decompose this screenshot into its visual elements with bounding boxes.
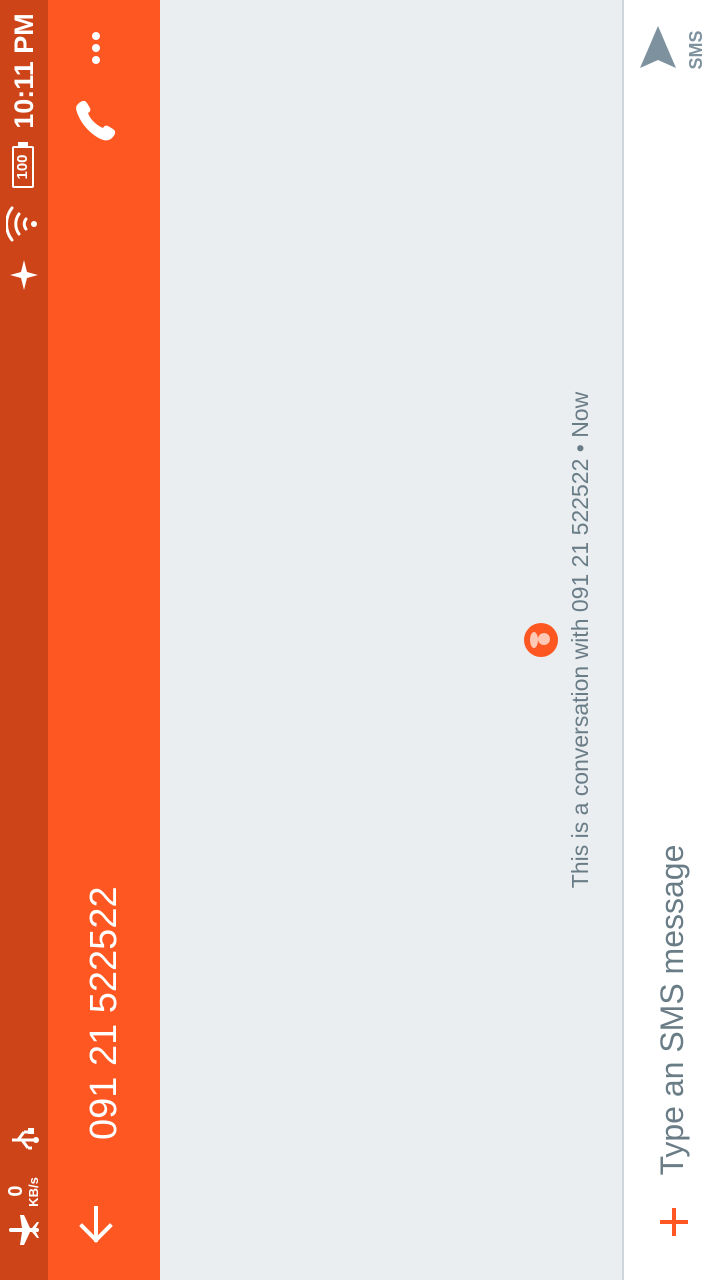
more-options-button[interactable] <box>72 24 120 72</box>
bluetooth-icon <box>8 258 40 292</box>
plus-icon <box>660 1208 688 1236</box>
attach-button[interactable] <box>650 1198 698 1246</box>
conversation-info-text: This is a conversation with 091 21 52252… <box>567 391 593 889</box>
send-icon <box>640 26 676 68</box>
phone-icon <box>76 100 116 141</box>
app-bar: 091 21 522522 <box>48 0 160 1280</box>
battery-icon: 100 <box>12 146 34 188</box>
message-input[interactable]: Type an SMS message <box>654 844 690 1176</box>
call-button[interactable] <box>72 96 120 144</box>
back-button[interactable] <box>72 1200 120 1248</box>
status-time: 10:11 PM <box>9 13 39 129</box>
arrow-back-icon <box>79 1206 113 1243</box>
status-bar: 10:11 PM 100 <box>0 0 48 1280</box>
usb-icon <box>8 1126 40 1154</box>
composer-divider <box>622 0 624 1280</box>
battery-level: 100 <box>14 154 31 180</box>
conversation-area: This is a conversation with 091 21 52252… <box>160 0 622 1280</box>
wifi-icon <box>5 204 44 244</box>
more-vert-icon <box>92 32 100 64</box>
conversation-title: 091 21 522522 <box>83 886 125 1140</box>
message-composer: SMS Type an SMS message <box>624 0 720 1280</box>
person-icon <box>530 632 550 648</box>
contact-avatar <box>524 623 558 657</box>
send-label: SMS <box>686 30 706 70</box>
battery-tip <box>18 142 28 146</box>
net-speed-value: 0 <box>5 1185 27 1197</box>
net-speed-unit: KB/s <box>26 1177 41 1207</box>
send-button[interactable]: SMS <box>634 20 714 80</box>
airplane-mode-icon <box>6 1212 42 1248</box>
